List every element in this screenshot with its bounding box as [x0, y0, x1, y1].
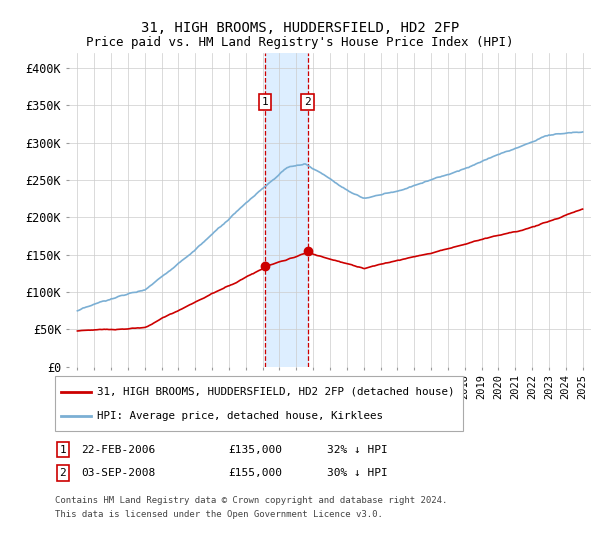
Text: 31, HIGH BROOMS, HUDDERSFIELD, HD2 2FP (detached house): 31, HIGH BROOMS, HUDDERSFIELD, HD2 2FP (… [97, 387, 455, 396]
Text: £135,000: £135,000 [228, 445, 282, 455]
Text: 22-FEB-2006: 22-FEB-2006 [81, 445, 155, 455]
Text: 1: 1 [261, 97, 268, 107]
Text: 2: 2 [304, 97, 311, 107]
Text: 1: 1 [59, 445, 67, 455]
Text: 30% ↓ HPI: 30% ↓ HPI [327, 468, 388, 478]
Text: Contains HM Land Registry data © Crown copyright and database right 2024.: Contains HM Land Registry data © Crown c… [55, 496, 448, 505]
Bar [265, 53, 308, 367]
Text: 31, HIGH BROOMS, HUDDERSFIELD, HD2 2FP: 31, HIGH BROOMS, HUDDERSFIELD, HD2 2FP [141, 21, 459, 35]
Text: Price paid vs. HM Land Registry's House Price Index (HPI): Price paid vs. HM Land Registry's House … [86, 36, 514, 49]
Text: 03-SEP-2008: 03-SEP-2008 [81, 468, 155, 478]
Text: 32% ↓ HPI: 32% ↓ HPI [327, 445, 388, 455]
Text: £155,000: £155,000 [228, 468, 282, 478]
Text: HPI: Average price, detached house, Kirklees: HPI: Average price, detached house, Kirk… [97, 411, 383, 421]
Text: 2: 2 [59, 468, 67, 478]
Text: This data is licensed under the Open Government Licence v3.0.: This data is licensed under the Open Gov… [55, 510, 383, 519]
